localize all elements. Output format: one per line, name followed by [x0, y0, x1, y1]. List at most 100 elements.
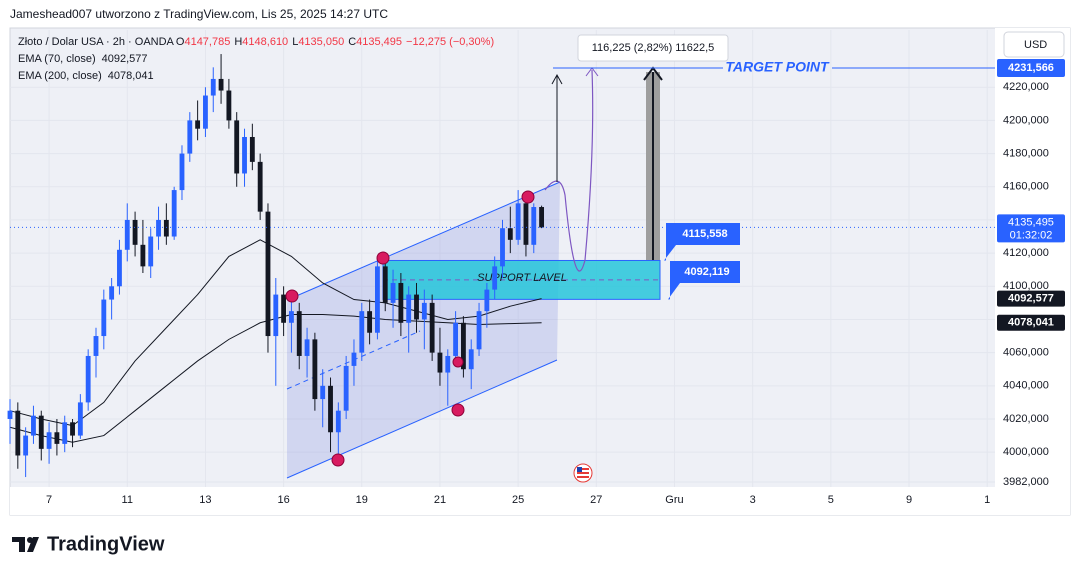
y-tick-label: 4000,000 [1003, 446, 1049, 458]
channel-upper [286, 181, 561, 301]
candle-body [476, 311, 482, 350]
candle-body [242, 136, 247, 174]
flag-canton [577, 467, 582, 472]
price-tag [997, 59, 1065, 78]
candle-body [429, 302, 435, 353]
candle-body [492, 266, 498, 290]
price-tag-label: 4135,495 [1008, 216, 1054, 228]
candle-body [15, 410, 21, 456]
candle-body [132, 219, 138, 245]
arrow-head [551, 73, 563, 85]
currency-button[interactable] [1003, 31, 1065, 58]
price-tag [997, 290, 1065, 307]
candle-body [234, 120, 240, 174]
candle-body [85, 355, 91, 403]
y-tick-label: 4180,000 [1003, 147, 1049, 159]
measure-label: 116,225 (2,82%) 11622,5 [592, 42, 715, 54]
channel [287, 182, 560, 478]
candle-body [140, 244, 146, 267]
ohlc-letter: L [292, 36, 298, 48]
x-tick-label: 13 [199, 494, 211, 506]
candle-body [273, 294, 279, 337]
candle-body [38, 415, 44, 449]
pivot-dot [451, 403, 465, 417]
projection-curve [544, 69, 594, 272]
candle-body [398, 282, 404, 323]
ohlc-value: 4135,495 [356, 36, 402, 48]
brand-dot [27, 537, 33, 543]
candle-body [249, 136, 255, 162]
x-tick-label: 11 [122, 494, 133, 506]
price-tag-label: 4231,566 [1008, 62, 1054, 74]
price-tag [997, 214, 1065, 243]
time-axis [10, 487, 995, 515]
ohlc-letter: C [348, 36, 356, 48]
flag-stripe [577, 468, 589, 470]
ohlc-value: 4147,785 [184, 36, 230, 48]
x-tick-label: 21 [434, 494, 446, 506]
flag-icon [573, 463, 593, 483]
candle-body [7, 410, 13, 419]
brand: TradingView [12, 533, 165, 555]
brand-name: TradingView [47, 533, 165, 555]
ohlc-letter: H [234, 36, 242, 48]
candle-body [117, 249, 122, 287]
candle-body [171, 190, 177, 237]
candle-body [289, 311, 294, 323]
candle-body [484, 289, 490, 312]
candle-body [281, 294, 287, 323]
candle-body [62, 422, 68, 444]
pivot-dots [285, 190, 535, 467]
candle-body [374, 266, 380, 333]
y-tick-label: 4200,000 [1003, 114, 1049, 126]
candle-body [343, 365, 349, 411]
candle-body [515, 203, 521, 240]
y-tick-label: 4100,000 [1003, 280, 1049, 292]
candle-body [31, 415, 36, 436]
price-tag-label: 4078,041 [1008, 317, 1054, 329]
price-callout [668, 261, 740, 300]
pivot-dot [376, 251, 390, 265]
x-tick-label: 27 [590, 494, 602, 506]
ema-legend: EMA (200, close) 4078,041 [18, 70, 154, 82]
candle-body [54, 432, 60, 444]
ohlc-letter: O [176, 36, 185, 48]
candle-body [414, 294, 419, 320]
candle-body [210, 78, 216, 96]
candle-body [460, 322, 466, 370]
candle-body [359, 311, 365, 353]
target-text: TARGET POINT [725, 59, 830, 75]
pivot-dot [331, 453, 345, 467]
candle-body [163, 219, 169, 237]
candle-body [351, 352, 357, 366]
author-line: Jameshead007 utworzono z TradingView.com… [10, 7, 388, 21]
price-tag-label: 4092,577 [1008, 293, 1054, 305]
currency[interactable]: USD [1024, 39, 1047, 51]
x-tick-label: 5 [828, 494, 834, 506]
candle-body [445, 355, 451, 373]
ema-name: EMA (70, close) [18, 53, 96, 65]
candle-body [23, 435, 29, 456]
ema-value: 4078,041 [108, 70, 154, 82]
candle-body [312, 339, 318, 400]
candle-body [539, 207, 545, 228]
candle-body [500, 228, 505, 267]
support-text: SUPPORT LAVEL [477, 272, 567, 284]
y-tick-label: 3982,000 [1003, 476, 1049, 488]
candle-body [203, 95, 208, 129]
price-tag [997, 314, 1065, 331]
candle-body [507, 228, 513, 240]
candle-body [70, 422, 75, 436]
legend: Złoto / Dolar USA · 2h · OANDA O4147,785 H… [18, 36, 494, 82]
candle-body [156, 219, 161, 237]
candle-body [93, 336, 99, 356]
candle-body [46, 432, 52, 449]
candle-body [421, 302, 427, 320]
measure-box [577, 34, 729, 62]
ema-value: 4092,577 [102, 53, 148, 65]
candle-body [437, 352, 443, 373]
x-tick-label: 19 [356, 494, 368, 506]
price-callout-label: 4115,558 [682, 228, 727, 240]
candle-body [148, 236, 154, 267]
candle-body [187, 120, 193, 154]
